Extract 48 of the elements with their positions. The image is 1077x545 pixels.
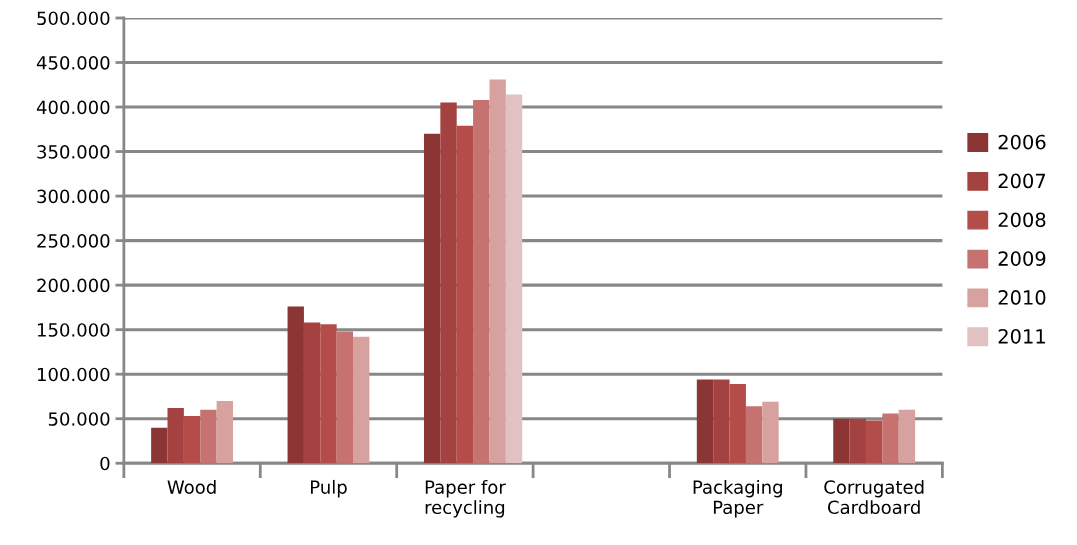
legend-label: 2011 xyxy=(998,328,1045,344)
bar xyxy=(167,408,184,464)
bar xyxy=(151,427,168,464)
y-tick-label: 200.000 xyxy=(37,278,110,293)
bar xyxy=(320,324,337,464)
bar xyxy=(882,413,899,464)
bar xyxy=(696,379,714,464)
bar xyxy=(303,322,321,464)
bar xyxy=(729,383,746,464)
bar xyxy=(505,94,523,464)
legend-label: 2006 xyxy=(998,134,1046,150)
bar xyxy=(353,336,370,464)
bar xyxy=(849,418,866,464)
bar xyxy=(423,133,441,464)
y-tick-label: 50.000 xyxy=(48,412,110,426)
legend-label: 2007 xyxy=(998,173,1046,189)
bar xyxy=(898,409,916,464)
x-tick-label: Wood xyxy=(167,479,216,494)
x-tick-label: Packaging Paper xyxy=(693,479,782,518)
bar xyxy=(200,409,217,464)
y-tick-label: 150.000 xyxy=(37,323,110,337)
bar xyxy=(183,416,201,464)
bar xyxy=(473,99,490,464)
y-tick-label: 450.000 xyxy=(36,55,110,70)
y-tick-label: 100.000 xyxy=(37,367,110,382)
bar xyxy=(440,102,457,464)
bar xyxy=(489,79,506,464)
bar xyxy=(287,306,304,464)
legend-label: 2009 xyxy=(998,251,1046,266)
x-tick-label: Pulp xyxy=(311,479,347,498)
legend-label: 2008 xyxy=(998,212,1046,228)
x-tick-label: Corrugated Cardboard xyxy=(824,479,924,515)
y-tick-label: 350.000 xyxy=(37,145,110,159)
bar xyxy=(762,401,779,464)
y-tick-label: 500.000 xyxy=(37,11,110,26)
bar xyxy=(833,418,850,464)
bar xyxy=(745,406,763,464)
y-tick-label: 300.000 xyxy=(37,189,110,204)
bar xyxy=(713,379,730,464)
legend-label: 2010 xyxy=(998,290,1046,305)
y-tick-label: 250.000 xyxy=(37,234,110,248)
x-tick-label: Paper for recycling xyxy=(425,479,506,518)
bar xyxy=(216,400,233,464)
y-tick-label: 0 xyxy=(100,456,110,471)
bar xyxy=(865,420,883,464)
bar xyxy=(336,331,354,464)
bar xyxy=(456,125,474,464)
y-tick-label: 400.000 xyxy=(36,100,110,115)
